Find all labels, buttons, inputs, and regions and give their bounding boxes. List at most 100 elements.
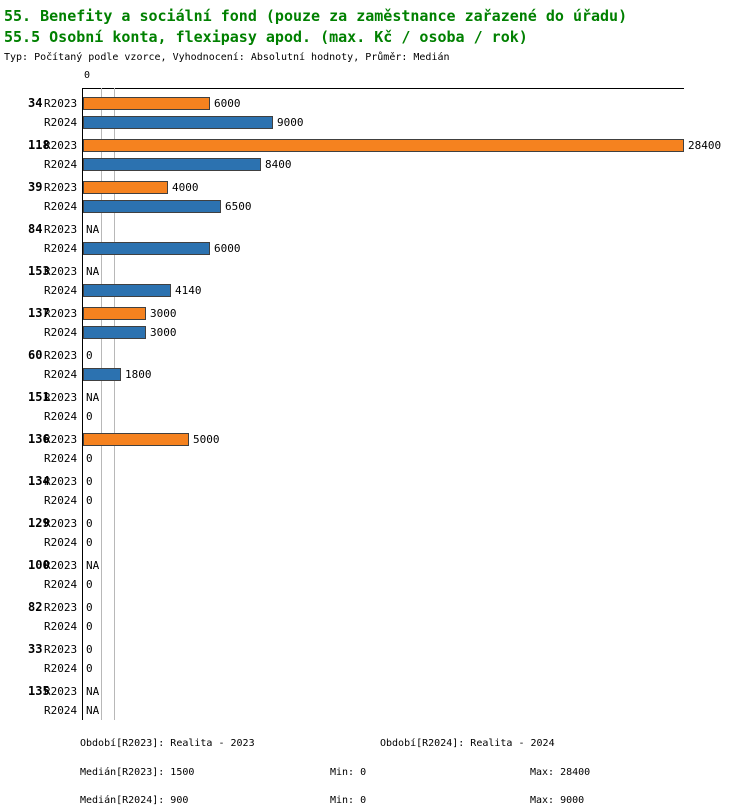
series-label: R2024 (44, 242, 78, 255)
bar-group: 137 R2023 3000 R2024 3000 (0, 304, 750, 342)
median-r2023-value: 1500 (170, 767, 195, 778)
series-label: R2024 (44, 284, 78, 297)
bar-zone: 0 (83, 410, 750, 423)
value-label: 5000 (193, 433, 220, 446)
bar-group: 134 R2023 0 R2024 0 (0, 472, 750, 510)
period-r2024: Období[R2024]: Realita - 2024 (380, 738, 555, 749)
value-label: 6000 (214, 242, 241, 255)
median-gridline-r2023 (114, 88, 115, 720)
value-label: NA (86, 685, 100, 698)
value-label: NA (86, 559, 100, 572)
bar-zone: 3000 (83, 307, 750, 320)
bar-zone: 0 (83, 601, 750, 614)
period-r2024-label: Období[R2024]: (380, 738, 465, 749)
bar-zone: 6500 (83, 200, 750, 213)
group-id-label: 135 (28, 684, 50, 698)
bar-group: 129 R2023 0 R2024 0 (0, 514, 750, 552)
series-label: R2024 (44, 200, 78, 213)
min-r2023-label: Min: (330, 767, 355, 778)
value-label: 0 (86, 410, 93, 423)
value-label: NA (86, 265, 100, 278)
bar-row: R2024 1800 (0, 365, 750, 384)
bar-zone: 1800 (83, 368, 750, 381)
bar-row: R2024 9000 (0, 113, 750, 132)
bar-r2023 (83, 97, 210, 110)
value-label: NA (86, 391, 100, 404)
bar-group: 136 R2023 5000 R2024 0 (0, 430, 750, 468)
value-label: 6500 (225, 200, 252, 213)
bar-zone: 6000 (83, 97, 750, 110)
value-label: 0 (86, 517, 93, 530)
bar-zone: 3000 (83, 326, 750, 339)
bar-group: 153 R2023 NA R2024 4140 (0, 262, 750, 300)
group-id-label: 136 (28, 432, 50, 446)
bar-group: 34 R2023 6000 R2024 9000 (0, 94, 750, 132)
bar-zone: NA (83, 559, 750, 572)
bar-group: 135 R2023 NA R2024 NA (0, 682, 750, 720)
bar-row: R2024 0 (0, 575, 750, 594)
median-r2024-label: Medián[R2024]: (80, 795, 165, 806)
max-r2023-label: Max: (530, 767, 555, 778)
series-label: R2023 (44, 265, 78, 278)
value-label: NA (86, 704, 100, 717)
bar-zone: 0 (83, 620, 750, 633)
bar-rows: 34 R2023 6000 R2024 9000 118 R2023 28400 R2024 84… (0, 94, 750, 724)
bar-r2024 (83, 368, 121, 381)
group-id-label: 33 (28, 642, 43, 656)
bar-zone: 28400 (83, 139, 750, 152)
series-label: R2024 (44, 536, 78, 549)
series-label: R2023 (44, 181, 78, 194)
group-id-label: 60 (28, 348, 43, 362)
period-r2024-value: Realita - 2024 (470, 738, 555, 749)
bar-r2023 (83, 433, 189, 446)
chart-title-line1: 55. Benefity a sociální fond (pouze za z… (4, 7, 628, 25)
value-label: 6000 (214, 97, 241, 110)
bar-group: 82 R2023 0 R2024 0 (0, 598, 750, 636)
series-label: R2024 (44, 116, 78, 129)
series-label: R2023 (44, 559, 78, 572)
bar-group: 118 R2023 28400 R2024 8400 (0, 136, 750, 174)
value-label: 0 (86, 452, 93, 465)
series-label: R2024 (44, 326, 78, 339)
max-r2024: Max: 9000 (530, 795, 584, 806)
value-label: NA (86, 223, 100, 236)
bar-group: 60 R2023 0 R2024 1800 (0, 346, 750, 384)
series-label: R2023 (44, 475, 78, 488)
bar-row: R2024 0 (0, 659, 750, 678)
series-label: R2024 (44, 704, 78, 717)
period-r2023: Období[R2023]: Realita - 2023 (80, 738, 255, 749)
period-r2023-value: Realita - 2023 (170, 738, 255, 749)
group-id-label: 153 (28, 264, 50, 278)
bar-zone: 0 (83, 494, 750, 507)
group-id-label: 82 (28, 600, 43, 614)
group-id-label: 129 (28, 516, 50, 530)
series-label: R2024 (44, 494, 78, 507)
bar-row: R2024 0 (0, 449, 750, 468)
bar-zone: 0 (83, 662, 750, 675)
series-label: R2023 (44, 685, 78, 698)
bar-zone: 0 (83, 349, 750, 362)
bar-row: 100 R2023 NA (0, 556, 750, 575)
bar-row: 153 R2023 NA (0, 262, 750, 281)
median-r2024-value: 900 (170, 795, 189, 806)
bar-group: 84 R2023 NA R2024 6000 (0, 220, 750, 258)
median-r2024: Medián[R2024]: 900 (80, 795, 188, 806)
group-id-label: 118 (28, 138, 50, 152)
bar-row: R2024 0 (0, 407, 750, 426)
value-label: 9000 (277, 116, 304, 129)
bar-row: R2024 6000 (0, 239, 750, 258)
series-label: R2023 (44, 139, 78, 152)
series-label: R2023 (44, 643, 78, 656)
bar-row: 137 R2023 3000 (0, 304, 750, 323)
value-label: 3000 (150, 307, 177, 320)
bar-row: R2024 NA (0, 701, 750, 720)
bar-zone: 0 (83, 643, 750, 656)
bar-r2023 (83, 139, 684, 152)
bar-row: 134 R2023 0 (0, 472, 750, 491)
series-label: R2023 (44, 517, 78, 530)
bar-zone: 4000 (83, 181, 750, 194)
series-label: R2024 (44, 452, 78, 465)
bar-row: R2024 8400 (0, 155, 750, 174)
x-axis-zero-label: 0 (84, 70, 91, 81)
